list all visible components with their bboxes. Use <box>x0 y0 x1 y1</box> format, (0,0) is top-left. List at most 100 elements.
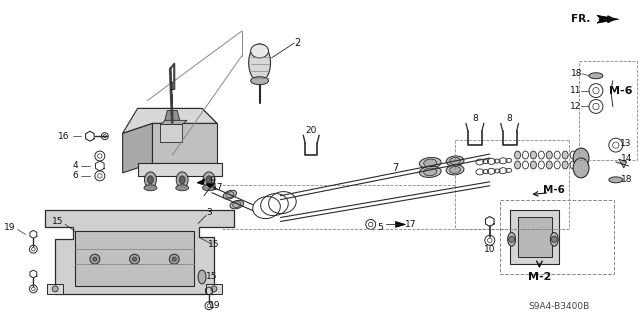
Text: 10: 10 <box>484 245 495 254</box>
Polygon shape <box>619 159 627 168</box>
Polygon shape <box>206 184 214 188</box>
Text: M-6: M-6 <box>609 86 632 96</box>
Text: S9A4-B3400B: S9A4-B3400B <box>529 302 590 311</box>
Bar <box>206 284 222 294</box>
Polygon shape <box>123 123 152 173</box>
Ellipse shape <box>233 202 241 207</box>
Ellipse shape <box>223 190 237 199</box>
Text: 14: 14 <box>621 154 632 163</box>
Text: 18: 18 <box>570 69 582 78</box>
Text: 4: 4 <box>72 162 78 171</box>
Ellipse shape <box>202 185 216 191</box>
Polygon shape <box>597 15 619 23</box>
Ellipse shape <box>206 176 212 184</box>
Ellipse shape <box>446 165 464 175</box>
Text: 19: 19 <box>209 301 221 310</box>
Text: 7: 7 <box>392 163 399 173</box>
Ellipse shape <box>562 161 568 169</box>
Ellipse shape <box>446 156 464 166</box>
Text: 9: 9 <box>209 176 215 185</box>
Polygon shape <box>123 108 217 133</box>
Ellipse shape <box>450 166 460 173</box>
Ellipse shape <box>547 161 552 169</box>
Polygon shape <box>161 120 187 124</box>
Circle shape <box>132 257 136 261</box>
Text: M-2: M-2 <box>528 272 551 282</box>
Text: 2: 2 <box>294 38 300 48</box>
Ellipse shape <box>419 157 441 169</box>
Text: 11: 11 <box>570 86 581 95</box>
Ellipse shape <box>249 44 271 82</box>
Ellipse shape <box>562 151 568 159</box>
Circle shape <box>509 236 515 242</box>
Ellipse shape <box>550 232 558 246</box>
Text: 1: 1 <box>169 82 175 92</box>
Ellipse shape <box>226 192 234 198</box>
Circle shape <box>93 257 97 261</box>
Ellipse shape <box>251 77 269 85</box>
Ellipse shape <box>450 157 460 164</box>
Polygon shape <box>138 163 222 176</box>
Text: 15: 15 <box>206 272 218 282</box>
Text: 15: 15 <box>52 217 63 226</box>
Circle shape <box>130 254 140 264</box>
Text: 17: 17 <box>404 220 416 229</box>
Ellipse shape <box>589 73 603 79</box>
Bar <box>47 284 63 294</box>
Ellipse shape <box>531 161 536 169</box>
Text: M-6: M-6 <box>543 185 565 195</box>
Ellipse shape <box>176 185 189 191</box>
Ellipse shape <box>198 270 206 284</box>
Polygon shape <box>152 123 217 163</box>
Ellipse shape <box>424 159 436 167</box>
Text: 15: 15 <box>208 240 220 249</box>
Ellipse shape <box>609 177 623 183</box>
Text: 16: 16 <box>58 132 69 141</box>
Text: 6: 6 <box>72 172 78 180</box>
Ellipse shape <box>573 148 589 168</box>
Text: 3: 3 <box>206 208 212 217</box>
Text: 17: 17 <box>212 183 223 192</box>
Bar <box>75 231 194 286</box>
Circle shape <box>211 286 217 292</box>
Polygon shape <box>45 210 234 294</box>
Bar <box>518 218 552 257</box>
Text: 12: 12 <box>570 102 581 111</box>
Polygon shape <box>509 210 559 264</box>
Polygon shape <box>138 108 217 123</box>
Ellipse shape <box>179 176 185 184</box>
Text: 19: 19 <box>4 223 15 232</box>
Ellipse shape <box>573 158 589 178</box>
Circle shape <box>551 236 557 242</box>
Ellipse shape <box>508 232 516 246</box>
Circle shape <box>52 286 58 292</box>
Text: 18: 18 <box>621 175 632 184</box>
Bar <box>579 61 637 160</box>
Text: 13: 13 <box>620 139 632 148</box>
Text: 20: 20 <box>305 126 317 135</box>
Ellipse shape <box>424 168 436 176</box>
Ellipse shape <box>230 200 244 209</box>
Polygon shape <box>197 179 205 185</box>
Ellipse shape <box>515 151 520 159</box>
Ellipse shape <box>176 172 188 188</box>
Bar <box>500 200 614 274</box>
Bar <box>161 124 182 142</box>
Text: FR.: FR. <box>571 14 590 24</box>
Ellipse shape <box>147 176 154 184</box>
Ellipse shape <box>515 161 520 169</box>
Ellipse shape <box>251 44 269 58</box>
Polygon shape <box>396 221 405 228</box>
Circle shape <box>172 257 176 261</box>
Polygon shape <box>164 110 180 122</box>
Circle shape <box>170 254 179 264</box>
Text: 8: 8 <box>472 114 478 123</box>
Ellipse shape <box>144 185 157 191</box>
Text: 5: 5 <box>378 223 383 232</box>
Ellipse shape <box>145 172 156 188</box>
Text: 8: 8 <box>507 114 513 123</box>
Circle shape <box>90 254 100 264</box>
Ellipse shape <box>419 166 441 177</box>
Ellipse shape <box>203 172 215 188</box>
Ellipse shape <box>531 151 536 159</box>
